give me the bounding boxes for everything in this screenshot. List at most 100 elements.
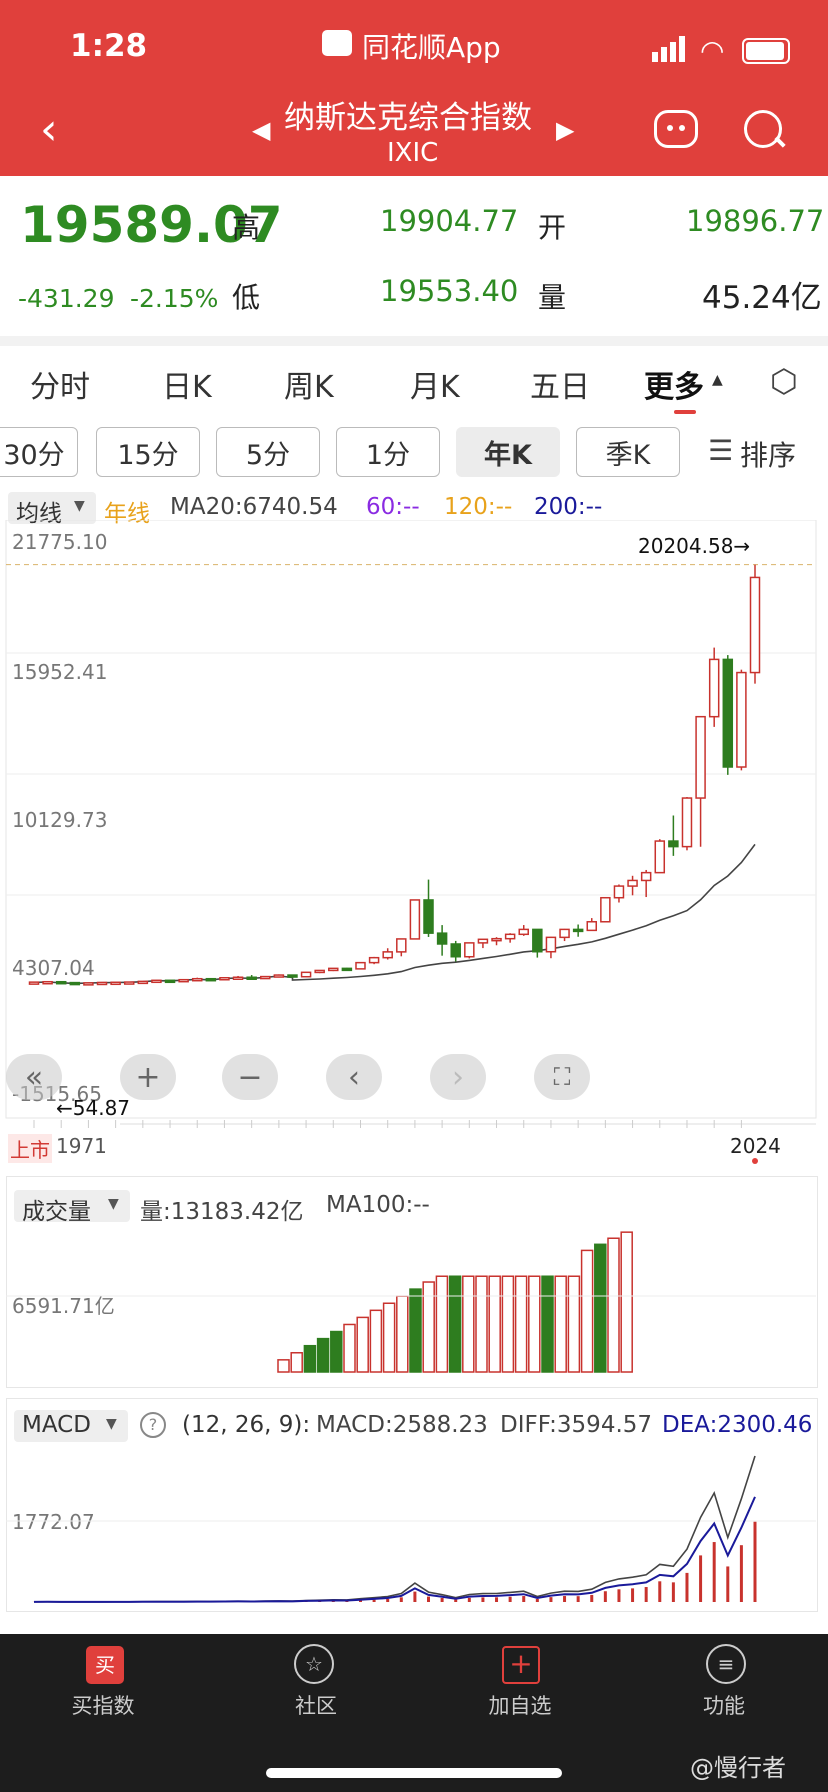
community-icon[interactable]: ☆ xyxy=(294,1644,334,1684)
settings-hexagon-icon[interactable]: ⬡ xyxy=(770,362,798,400)
ma20-line xyxy=(33,843,756,985)
candle-2011 xyxy=(572,928,584,933)
chip-5min[interactable]: 5分 xyxy=(216,427,320,477)
chip-quarterly-k[interactable]: 季K xyxy=(576,427,680,477)
volume-bar-2006 xyxy=(382,1302,396,1373)
tab-daily-k[interactable]: 日K xyxy=(162,370,212,405)
candle-1991 xyxy=(300,971,312,978)
macd-dropdown[interactable]: MACD ▼ xyxy=(14,1410,128,1442)
tab-intraday[interactable]: 分时 xyxy=(30,370,90,405)
candle-2001 xyxy=(436,932,448,945)
candle-1997 xyxy=(382,951,393,959)
ma-dropdown[interactable]: 均线 ▼ xyxy=(8,492,96,527)
sort-label[interactable]: 排序 xyxy=(740,439,797,472)
candle-1988 xyxy=(260,975,271,980)
candle-1975 xyxy=(83,982,94,986)
volume-bar-2013 xyxy=(475,1275,488,1373)
chart-frame xyxy=(5,520,817,1119)
tab-five-day[interactable]: 五日 xyxy=(530,370,590,405)
chevron-down-icon: ▼ xyxy=(108,1196,119,1212)
candle-1995 xyxy=(355,961,366,970)
chip-1min[interactable]: 1分 xyxy=(336,427,440,477)
app-logo-icon xyxy=(322,30,352,56)
nav-buy-index[interactable]: 买指数 xyxy=(71,1694,135,1718)
kline-chart[interactable] xyxy=(0,520,828,1170)
tab-more[interactable]: 更多 xyxy=(644,370,704,405)
macd-params: (12, 26, 9): xyxy=(182,1412,311,1438)
volume-bar-2016 xyxy=(514,1275,528,1373)
zoom-out-icon[interactable]: − xyxy=(222,1054,278,1100)
candle-1977 xyxy=(110,981,121,986)
candle-1987 xyxy=(246,976,257,981)
volume-bar-2010 xyxy=(435,1275,449,1373)
volume-dropdown[interactable]: 成交量 ▼ xyxy=(14,1190,130,1225)
add-watchlist-icon[interactable]: + xyxy=(502,1646,540,1684)
buy-icon[interactable]: 买 xyxy=(86,1646,124,1684)
y-label-3: 10129.73 xyxy=(12,808,108,832)
back-icon[interactable]: ‹ xyxy=(40,104,58,155)
nav-functions[interactable]: 功能 xyxy=(703,1694,745,1718)
candle-2012 xyxy=(586,921,598,932)
volume-bar-2005 xyxy=(369,1309,383,1373)
open-label: 开 xyxy=(538,211,567,244)
volume-bar-2008 xyxy=(409,1288,422,1373)
wifi-icon: ◠ xyxy=(700,34,725,67)
volume-ma100: MA100:-- xyxy=(326,1192,430,1218)
candle-1986 xyxy=(232,976,244,981)
candle-2006 xyxy=(504,933,516,940)
scroll-left-fast-icon[interactable]: « xyxy=(6,1054,62,1100)
top-header: 1:28 同花顺App ◠ ‹ ◀ 纳斯达克综合指数 IXIC ▶ xyxy=(0,0,828,176)
fullscreen-icon[interactable]: ⛶ xyxy=(534,1054,590,1100)
volume-bar-2000 xyxy=(303,1344,317,1373)
chip-30min[interactable]: 30分 xyxy=(0,427,78,477)
candle-1992 xyxy=(314,969,325,974)
nav-community[interactable]: 社区 xyxy=(295,1694,337,1718)
ma-dropdown-label: 均线 xyxy=(16,501,62,527)
chip-15min[interactable]: 15分 xyxy=(96,427,200,477)
scroll-left-icon[interactable]: ‹ xyxy=(326,1054,382,1100)
help-icon[interactable]: ? xyxy=(140,1412,166,1438)
next-index-icon[interactable]: ▶ xyxy=(556,116,575,144)
sort-icon[interactable]: ☰ xyxy=(708,434,734,467)
high-label: 高 xyxy=(232,211,261,244)
candle-2020 xyxy=(695,715,706,799)
robot-assistant-icon[interactable] xyxy=(654,110,698,148)
nav-add-watchlist[interactable]: 加自选 xyxy=(488,1694,552,1718)
signal-icon xyxy=(652,36,692,62)
candle-2000 xyxy=(423,899,434,934)
low-label: 低 xyxy=(232,281,261,314)
macd-panel[interactable] xyxy=(6,1398,818,1612)
menu-icon[interactable]: ≡ xyxy=(706,1644,746,1684)
prev-index-icon[interactable]: ◀ xyxy=(252,116,271,144)
chip-yearly-k[interactable]: 年K xyxy=(456,427,560,477)
tab-weekly-k[interactable]: 周K xyxy=(284,370,334,405)
chevron-down-icon: ▼ xyxy=(106,1416,117,1432)
max-price-marker: 20204.58→ xyxy=(638,534,751,558)
candle-1984 xyxy=(205,977,217,982)
y-label-4: 4307.04 xyxy=(12,956,95,980)
status-time: 1:28 xyxy=(70,28,148,64)
volume-dropdown-label: 成交量 xyxy=(22,1199,91,1225)
home-indicator[interactable] xyxy=(266,1768,562,1778)
candle-2019 xyxy=(681,797,693,848)
status-app-name: 同花顺App xyxy=(362,31,501,64)
candle-2023 xyxy=(736,671,747,768)
candle-2010 xyxy=(559,928,570,939)
tab-monthly-k[interactable]: 月K xyxy=(410,370,460,405)
tab-active-indicator xyxy=(674,410,696,414)
volume-bar-2002 xyxy=(330,1330,343,1373)
candle-1979 xyxy=(137,980,149,985)
volume-value-label: 量:13183.42亿 xyxy=(140,1199,304,1225)
volume-bar-2003 xyxy=(343,1323,356,1373)
search-icon[interactable] xyxy=(744,110,782,148)
zoom-in-icon[interactable]: + xyxy=(120,1054,176,1100)
ipo-label: 上市 xyxy=(8,1134,52,1163)
candle-1982 xyxy=(178,978,189,983)
candle-1985 xyxy=(219,976,230,981)
candle-1971 xyxy=(28,981,40,985)
y-label-2: 15952.41 xyxy=(12,660,108,684)
volume-panel[interactable] xyxy=(6,1176,818,1388)
candle-2018 xyxy=(668,840,679,848)
scroll-right-icon[interactable]: › xyxy=(430,1054,486,1100)
candle-2014 xyxy=(613,885,625,899)
